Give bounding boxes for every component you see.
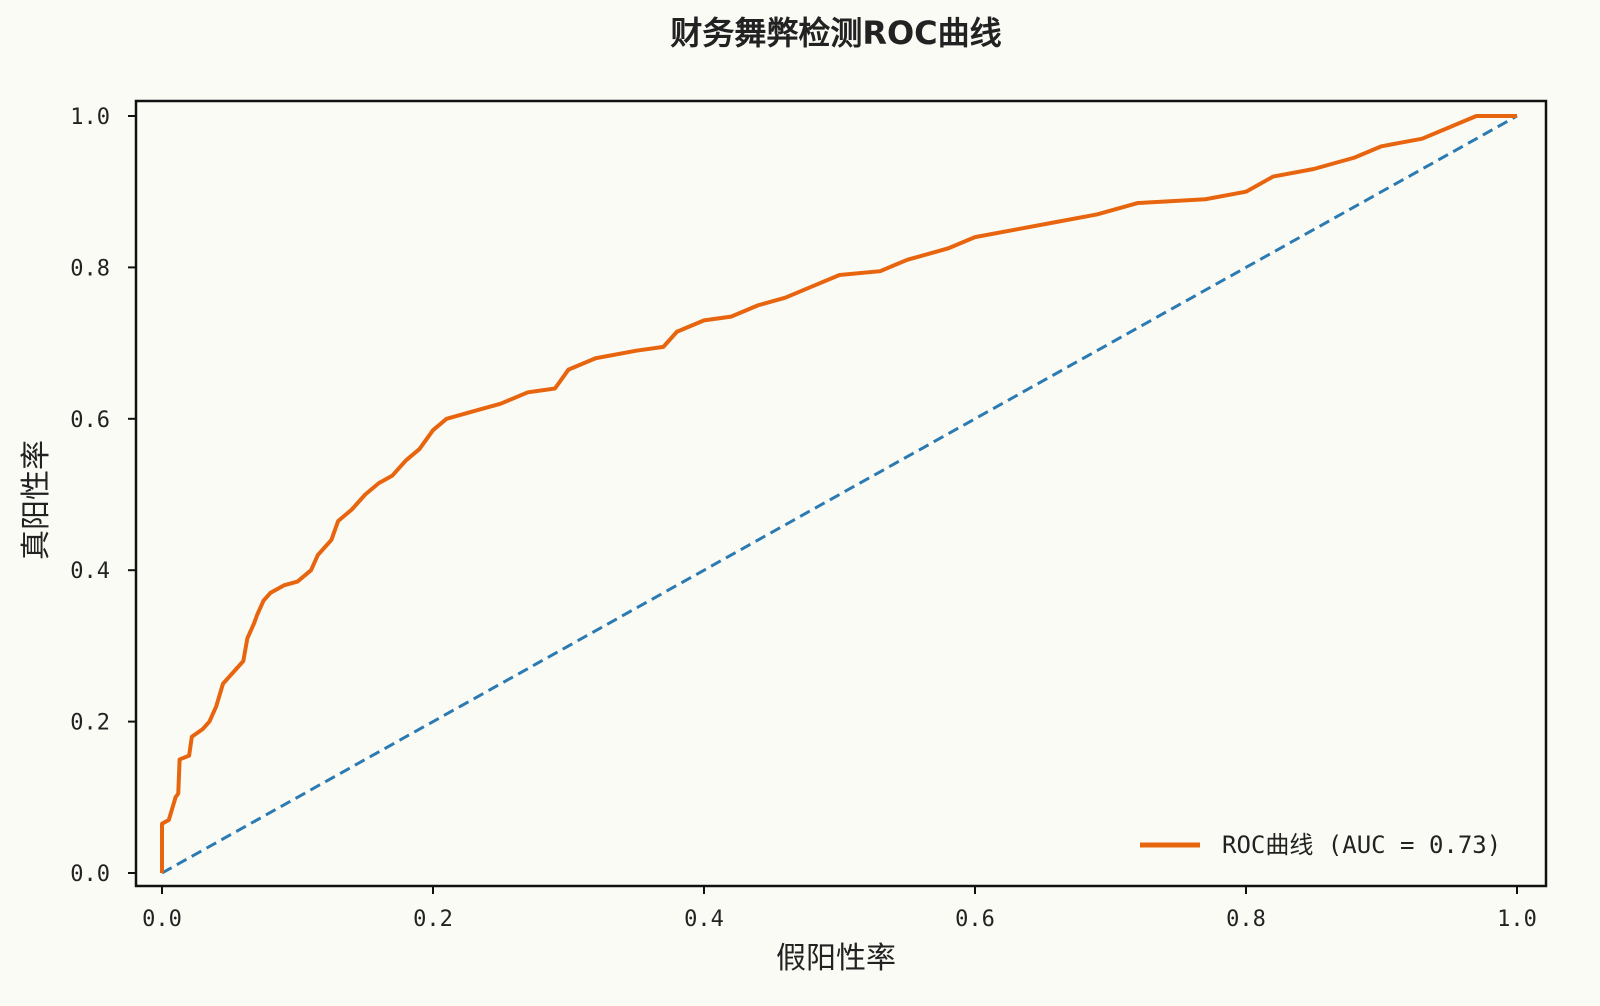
y-tick-label: 0.0 xyxy=(70,862,110,887)
chart-title: 财务舞弊检测ROC曲线 xyxy=(670,14,1001,52)
legend-label-roc: ROC曲线 (AUC = 0.73) xyxy=(1222,831,1501,859)
y-tick-label: 0.2 xyxy=(70,711,110,736)
x-tick-label: 0.2 xyxy=(413,907,453,932)
x-tick-label: 0.0 xyxy=(142,907,182,932)
y-tick-label: 0.8 xyxy=(70,256,110,281)
x-tick-label: 0.8 xyxy=(1226,907,1266,932)
legend: ROC曲线 (AUC = 0.73) xyxy=(1140,831,1501,859)
x-tick-label: 1.0 xyxy=(1497,907,1537,932)
x-tick-label: 0.4 xyxy=(684,907,724,932)
x-axis-label: 假阳性率 xyxy=(776,941,896,976)
y-tick-label: 1.0 xyxy=(70,105,110,130)
y-tick-label: 0.4 xyxy=(70,559,110,584)
diagonal-reference-line xyxy=(161,114,1518,875)
plot-frame xyxy=(134,99,1548,888)
x-tick-label: 0.6 xyxy=(955,907,995,932)
y-tick-label: 0.6 xyxy=(70,408,110,433)
roc-curve-line xyxy=(160,114,1517,873)
y-axis-label: 真阳性率 xyxy=(19,440,54,560)
